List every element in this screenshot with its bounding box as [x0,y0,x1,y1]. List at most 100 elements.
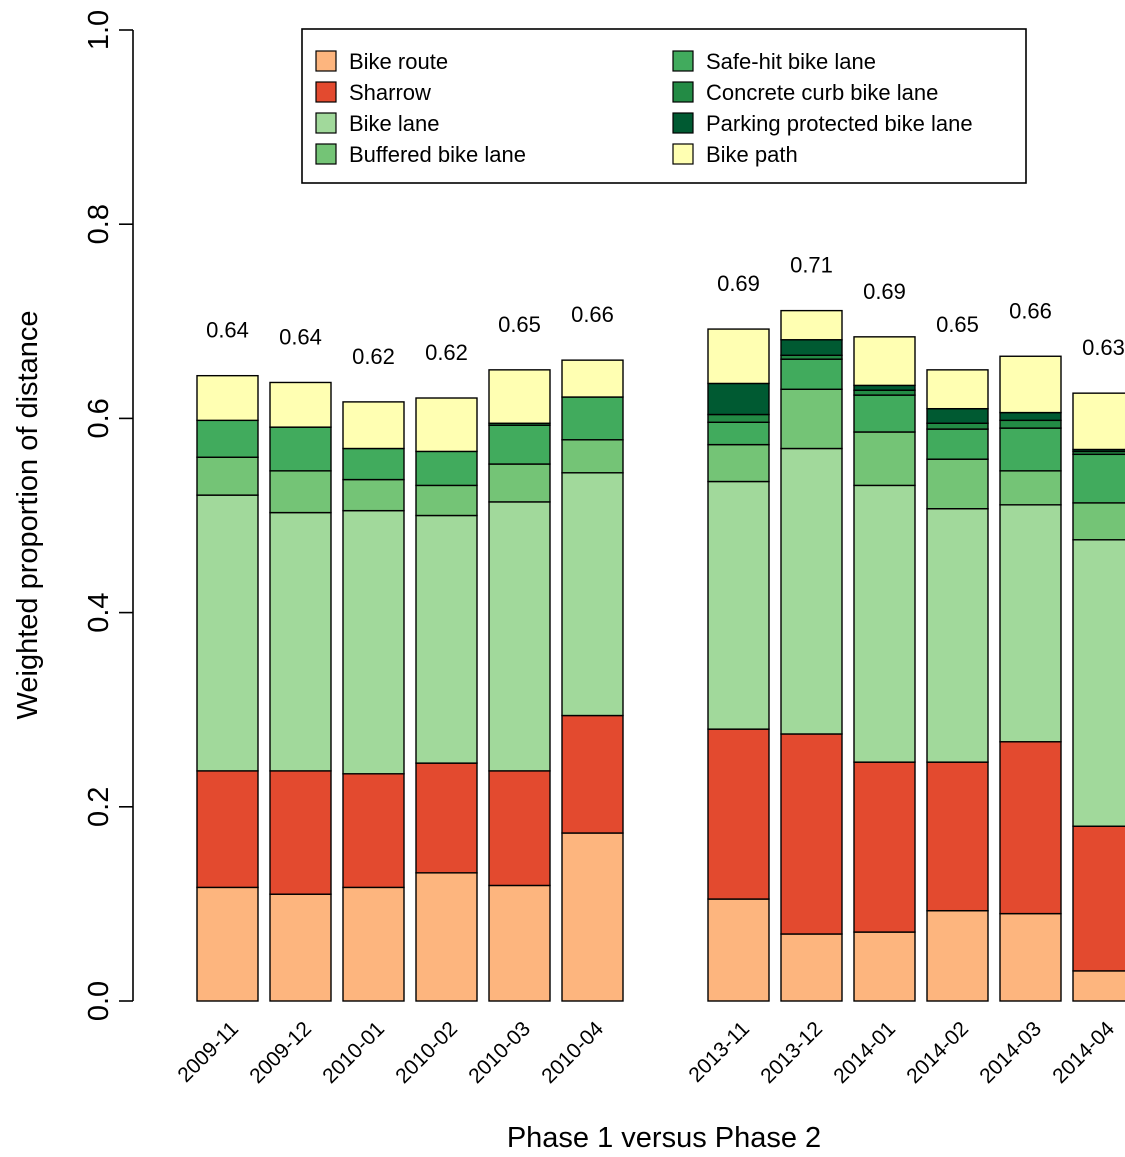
bar-segment-bike-lane [415,514,478,764]
legend-swatch [315,143,337,165]
bar-2014-02 [926,369,989,1002]
bar-segment-bike-route [999,912,1062,1002]
bar-segment-buffered-bike-lane [415,484,478,517]
bar-segment-bike-route [926,909,989,1002]
bar-segment-parking-protected-bike-lane [853,384,916,391]
legend-item: Parking protected bike lane [672,111,973,136]
bar-2010-02 [415,397,478,1002]
total-label: 0.66 [571,302,614,327]
bar-2014-04 [1072,392,1125,1002]
legend-box [301,28,1027,184]
y-tick-label: 0.0 [83,981,115,1021]
x-tick-label: 2010-04 [537,1017,608,1088]
total-label: 0.64 [279,324,322,349]
legend-label: Bike route [349,49,448,74]
legend-item: Safe-hit bike lane [672,49,876,74]
legend-item: Bike route [315,49,448,74]
bar-segment-parking-protected-bike-lane [780,339,843,356]
bar-segment-buffered-bike-lane [926,458,989,510]
legend-label: Safe-hit bike lane [706,49,876,74]
x-tick-label: 2010-03 [464,1017,535,1088]
bar-segment-bike-lane [1072,539,1125,827]
bar-segment-sharrow [853,761,916,933]
legend-swatch [672,143,694,165]
bar-segment-safe-hit-bike-lane [561,396,624,441]
legend-label: Parking protected bike lane [706,111,973,136]
bar-segment-bike-path [488,369,551,424]
legend-label: Concrete curb bike lane [706,80,938,105]
bar-segment-bike-lane [707,480,770,730]
total-label: 0.69 [717,271,760,296]
total-labels: 0.64 0.64 0.62 0.62 0.65 0.66 0.69 0.71 0.69 0.65… [206,253,1125,369]
y-tick-label: 0.4 [83,592,115,632]
bar-segment-bike-route [196,886,259,1002]
bar-segment-bike-path [415,397,478,453]
bar-segment-bike-path [999,355,1062,414]
bar-segment-sharrow [926,761,989,912]
total-label: 0.63 [1082,335,1125,360]
legend-item: Buffered bike lane [315,142,526,167]
bar-segment-bike-path [342,401,405,450]
bar-segment-concrete-curb-bike-lane [926,422,989,430]
total-label: 0.69 [863,279,906,304]
bar-segment-bike-path [780,309,843,341]
bar-segment-buffered-bike-lane [488,463,551,503]
x-tick-label: 2013-11 [684,1017,754,1087]
y-tick-label: 0.6 [83,398,115,438]
bar-segment-parking-protected-bike-lane [999,411,1062,422]
bar-segment-bike-lane [196,494,259,772]
bar-segment-bike-lane [342,509,405,775]
total-label: 0.65 [498,312,541,337]
bar-segment-concrete-curb-bike-lane [707,413,770,423]
legend-swatch [672,112,694,134]
total-label: 0.71 [790,253,833,278]
bar-segment-bike-route [780,933,843,1002]
bar-segment-buffered-bike-lane [1072,502,1125,541]
bar-segment-bike-path [707,328,770,385]
x-tick-label: 2014-04 [1048,1017,1119,1088]
total-label: 0.66 [1009,298,1052,323]
bar-segment-buffered-bike-lane [707,443,770,483]
bar-segment-safe-hit-bike-lane [488,424,551,465]
bar-2010-04 [561,359,624,1002]
bar-segment-sharrow [269,770,332,895]
legend-swatch [672,81,694,103]
bar-segment-bike-path [1072,392,1125,451]
bar-segment-safe-hit-bike-lane [269,426,332,472]
legend-label: Sharrow [349,80,431,105]
legend-swatch [315,81,337,103]
bar-segment-sharrow [488,770,551,887]
bar-segment-bike-path [853,336,916,387]
bar-segment-safe-hit-bike-lane [926,428,989,460]
x-tick-label: 2010-01 [318,1017,389,1088]
x-tick-label: 2014-01 [829,1017,900,1088]
bar-segment-buffered-bike-lane [342,478,405,512]
bar-segment-buffered-bike-lane [561,439,624,474]
bar-segment-sharrow [196,770,259,889]
bar-segment-safe-hit-bike-lane [853,394,916,433]
bar-segment-bike-route [1072,970,1125,1002]
bar-segment-safe-hit-bike-lane [342,447,405,481]
bar-segment-bike-route [561,832,624,1002]
total-label: 0.62 [352,344,395,369]
bar-segment-sharrow [561,714,624,834]
legend-label: Buffered bike lane [349,142,526,167]
total-label: 0.64 [206,318,249,343]
y-tick-label: 1.0 [83,10,115,50]
y-axis: 0.0 0.2 0.4 0.6 0.8 1.0 [83,10,134,1021]
total-label: 0.62 [425,340,468,365]
x-tick-label: 2009-11 [173,1017,243,1087]
bar-2010-01 [342,401,405,1002]
y-tick-label: 0.2 [83,787,115,827]
bar-2010-03 [488,369,551,1002]
legend-swatch [672,50,694,72]
y-axis-title: Weighted proportion of distance [12,311,44,720]
bar-segment-parking-protected-bike-lane [926,407,989,424]
legend-label: Bike lane [349,111,440,136]
bar-segment-sharrow [342,773,405,889]
bar-segment-bike-lane [488,501,551,772]
legend: Bike route Sharrow Bike lane Buffered bike … [301,28,1027,184]
bar-segment-buffered-bike-lane [853,431,916,487]
bar-segment-buffered-bike-lane [196,456,259,496]
bar-segment-bike-lane [561,472,624,717]
